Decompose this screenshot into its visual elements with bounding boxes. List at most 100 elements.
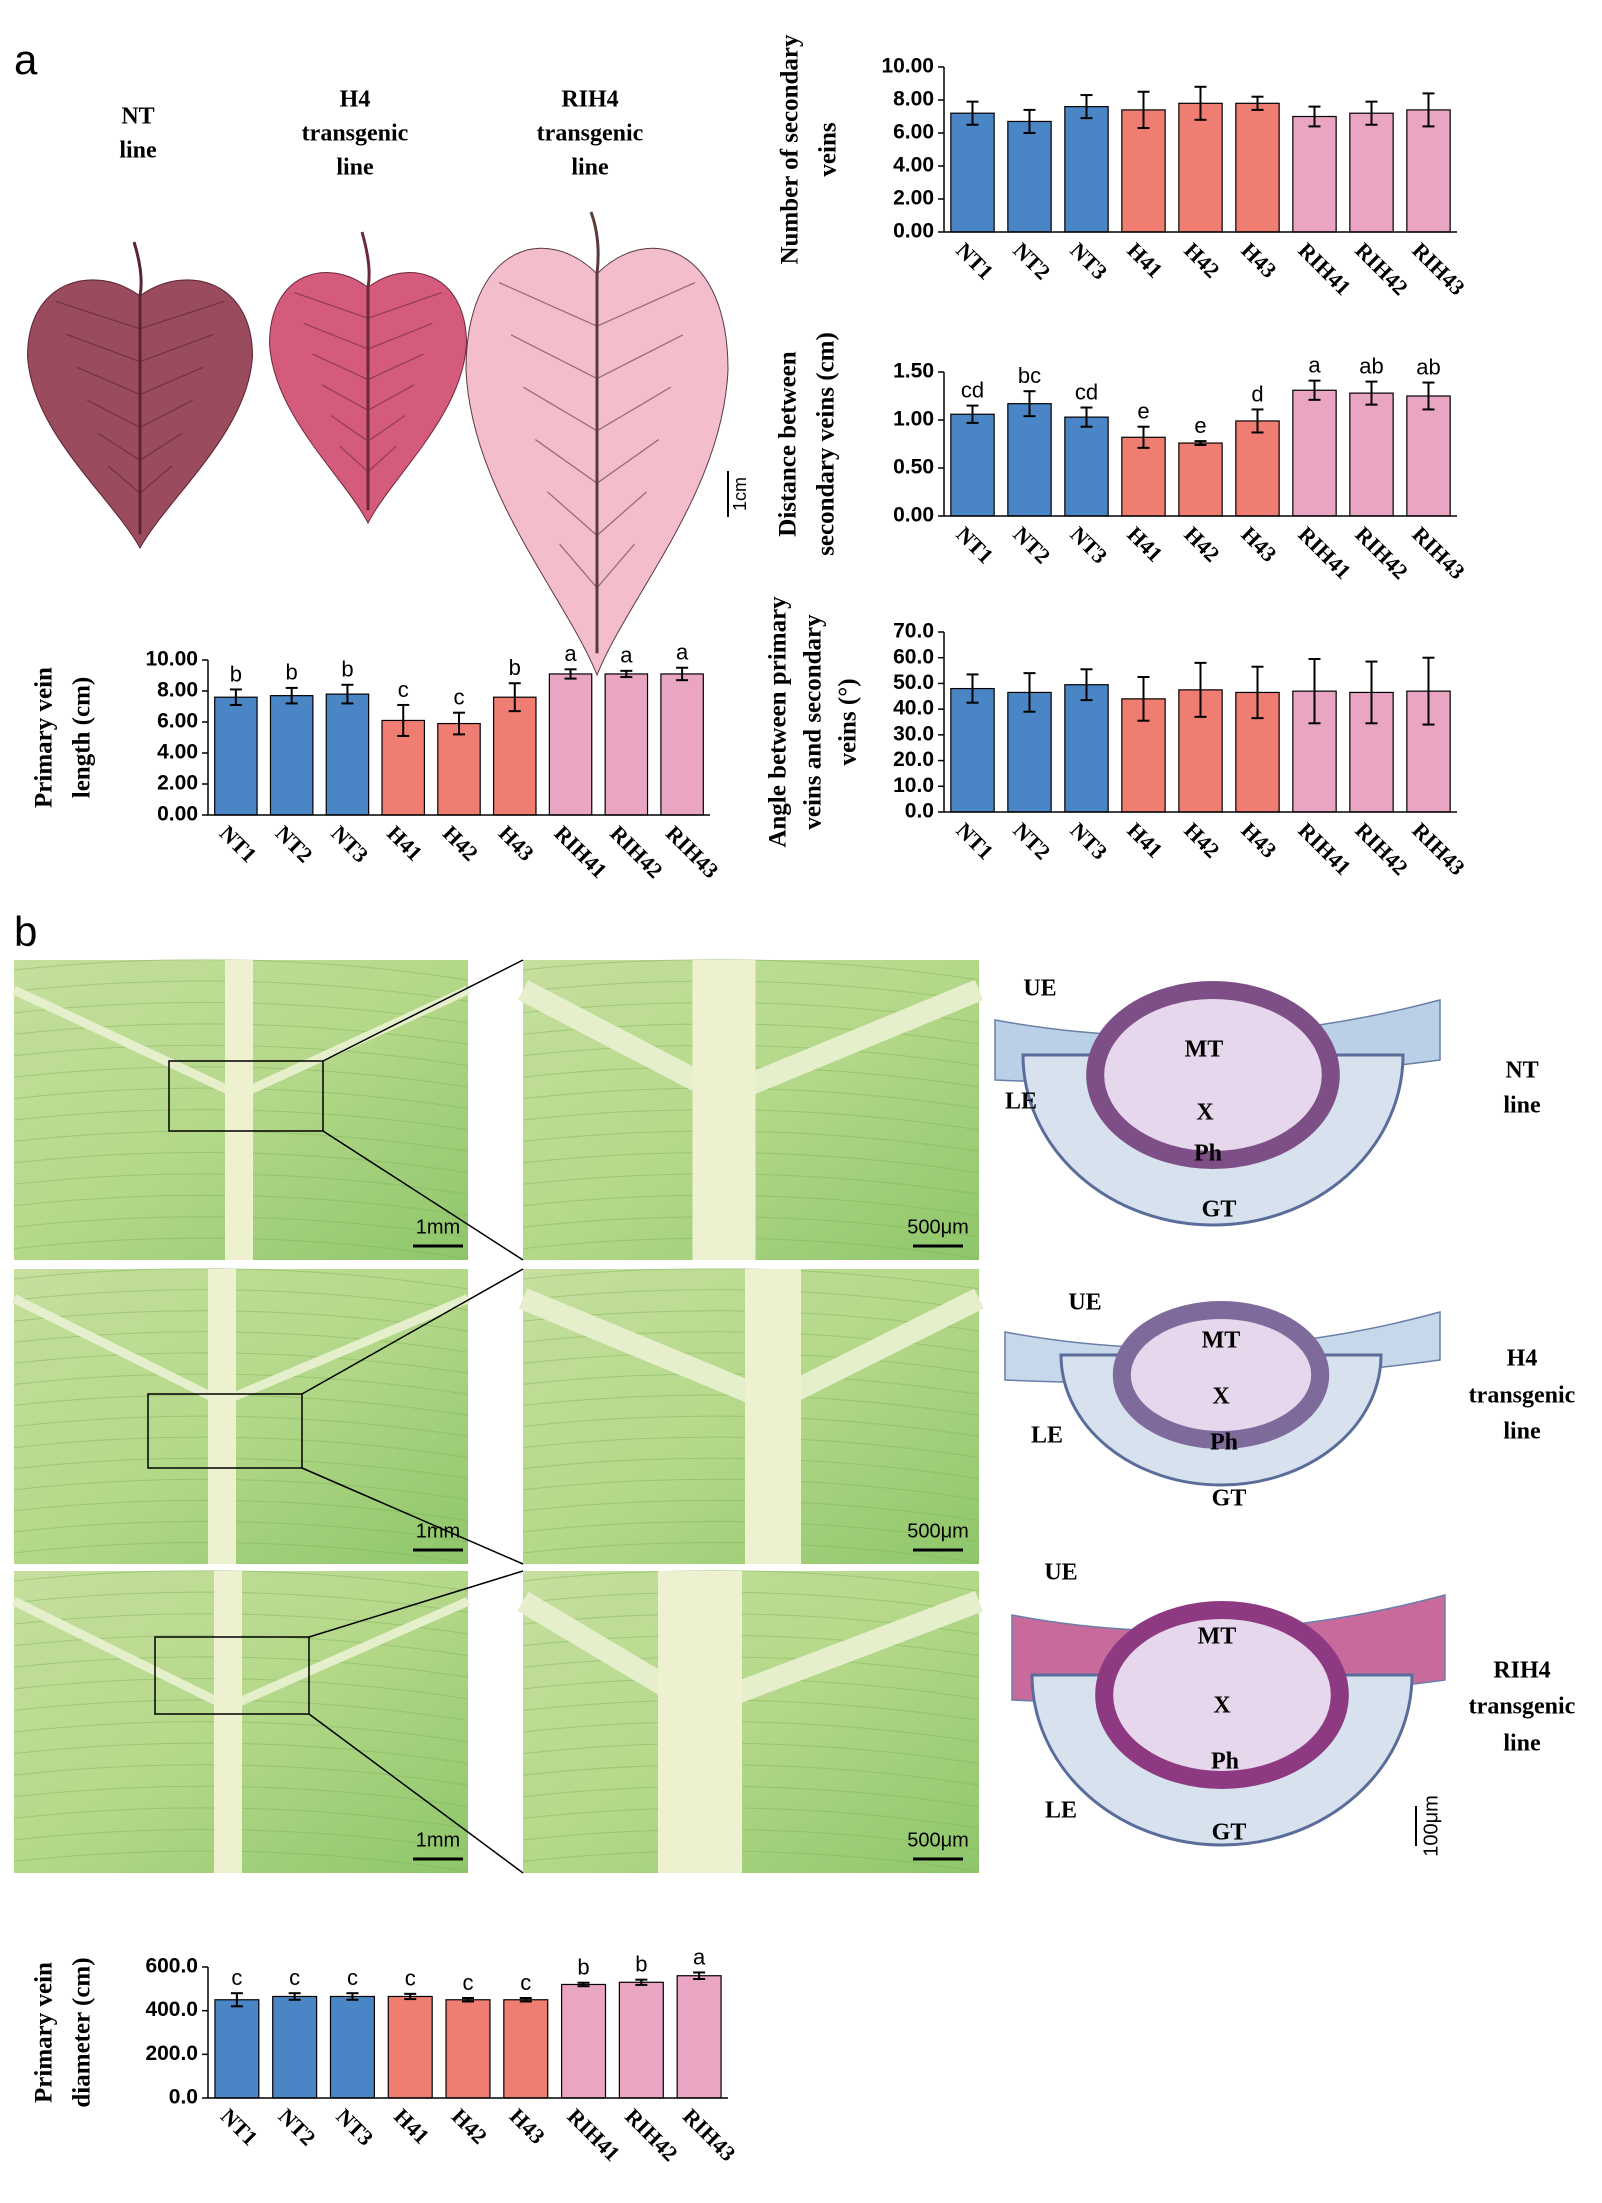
bar xyxy=(950,687,995,813)
section-label: LE xyxy=(1005,1089,1037,1115)
significance-letter: b xyxy=(286,660,298,685)
x-tick-label: H43 xyxy=(505,2103,550,2148)
x-tick-label: RIH43 xyxy=(678,2103,741,2166)
leaf-net xyxy=(522,1699,980,1721)
significance-letter: b xyxy=(577,1955,589,1980)
x-tick-label: NT2 xyxy=(274,2103,321,2150)
leaf-vein xyxy=(339,445,397,473)
section-label: Ph xyxy=(1211,1749,1239,1775)
leaf-net xyxy=(522,1785,980,1808)
scale-label: 500μm xyxy=(907,1216,969,1238)
significance-letter: d xyxy=(1251,381,1263,406)
leaf-label: NT xyxy=(121,104,154,130)
x-tick-label: NT2 xyxy=(1008,817,1055,864)
significance-letter: c xyxy=(405,1966,416,1991)
bar xyxy=(269,695,314,816)
bar xyxy=(548,673,593,816)
x-tick-label: RIH43 xyxy=(1407,237,1470,300)
zoom-line xyxy=(308,1570,524,1874)
y-tick-label: 0.00 xyxy=(893,504,934,527)
y-tick-label: 200.0 xyxy=(145,2042,198,2065)
bar xyxy=(1292,115,1337,233)
section-vascular xyxy=(1095,1601,1349,1789)
significance-letter: e xyxy=(1194,413,1206,438)
y-axis-label: Distance between xyxy=(775,351,802,536)
section-label: UE xyxy=(1023,976,1056,1002)
y-tick-label: 8.00 xyxy=(157,679,198,702)
leaf-net xyxy=(13,1331,469,1353)
y-tick-label: 30.0 xyxy=(893,722,934,745)
leaf-vein xyxy=(547,491,647,536)
bar xyxy=(325,693,370,816)
section-line-label: H4 xyxy=(1507,1346,1538,1372)
x-tick-label: H43 xyxy=(1236,237,1281,282)
significance-letter: a xyxy=(693,1944,706,1969)
significance-letter: b xyxy=(509,655,521,680)
leaf-net xyxy=(522,1656,980,1678)
x-tick-label: H41 xyxy=(1122,237,1167,282)
section-line-label: transgenic xyxy=(1469,1383,1576,1409)
x-tick-label: NT3 xyxy=(1065,817,1112,864)
significance-letter: c xyxy=(463,1970,474,1995)
x-tick-label: H41 xyxy=(1122,521,1167,566)
scale-label: 500μm xyxy=(907,1829,969,1851)
x-tick-label: H43 xyxy=(1236,817,1281,862)
bar xyxy=(272,1995,318,2099)
y-tick-label: 10.00 xyxy=(881,55,934,78)
bar xyxy=(950,112,995,233)
y-tick-label: 4.00 xyxy=(157,741,198,764)
y-tick-label: 50.0 xyxy=(893,671,934,694)
y-tick-label: 0.0 xyxy=(169,2086,198,2109)
bar xyxy=(492,696,537,816)
section-line-label: RIH4 xyxy=(1493,1658,1550,1684)
bar xyxy=(1235,102,1280,233)
leaf-net xyxy=(522,1591,980,1614)
leaf-vein xyxy=(559,543,635,589)
x-tick-label: H42 xyxy=(438,820,483,865)
section-line-label: line xyxy=(1503,1731,1541,1757)
y-axis-label: Primary vein xyxy=(31,1962,58,2103)
y-axis-label: veins xyxy=(815,122,842,176)
x-tick-label: RIH41 xyxy=(1293,237,1356,300)
leaf-midrib xyxy=(132,241,143,535)
y-tick-label: 8.00 xyxy=(893,88,934,111)
side-vein xyxy=(12,1597,470,1712)
x-tick-label: NT3 xyxy=(326,820,373,867)
side-vein xyxy=(518,1288,984,1412)
midrib xyxy=(745,1269,801,1564)
bar xyxy=(1292,389,1337,517)
significance-letter: e xyxy=(1137,399,1149,424)
leaf-label: H4 xyxy=(340,87,371,113)
significance-letter: cd xyxy=(1075,379,1098,404)
y-axis-label: veins (°) xyxy=(835,678,862,765)
midrib xyxy=(658,1571,742,1873)
section-label: X xyxy=(1196,1100,1214,1126)
bar xyxy=(1406,109,1451,233)
y-axis-label: Angle between primary xyxy=(765,596,792,848)
significance-letter: b xyxy=(635,1951,647,1976)
leaf-label: line xyxy=(119,138,157,164)
significance-letter: ab xyxy=(1359,353,1383,378)
x-tick-label: RIH42 xyxy=(620,2103,683,2166)
bar xyxy=(1064,684,1109,813)
y-axis-label: Number of secondary xyxy=(777,34,804,265)
x-tick-label: H43 xyxy=(1236,521,1281,566)
leaf-net xyxy=(13,1478,469,1501)
panel-label: a xyxy=(14,36,38,83)
x-tick-label: NT3 xyxy=(1065,237,1112,284)
bar xyxy=(604,673,649,816)
leaf-vein xyxy=(330,414,406,442)
x-tick-label: RIH42 xyxy=(1350,237,1413,300)
leaf-net xyxy=(13,1499,469,1522)
leaf-vein xyxy=(107,465,173,494)
scale-label: 500μm xyxy=(907,1520,969,1542)
x-tick-label: H42 xyxy=(1179,521,1224,566)
zoom-box xyxy=(168,1060,324,1132)
zoom-line xyxy=(301,1268,524,1565)
significance-letter: a xyxy=(676,640,689,665)
bar xyxy=(1064,416,1109,517)
section-label: MT xyxy=(1198,1624,1237,1650)
x-tick-label: RIH42 xyxy=(1350,817,1413,880)
x-tick-label: RIH41 xyxy=(562,2103,625,2166)
section-label: MT xyxy=(1185,1037,1224,1063)
